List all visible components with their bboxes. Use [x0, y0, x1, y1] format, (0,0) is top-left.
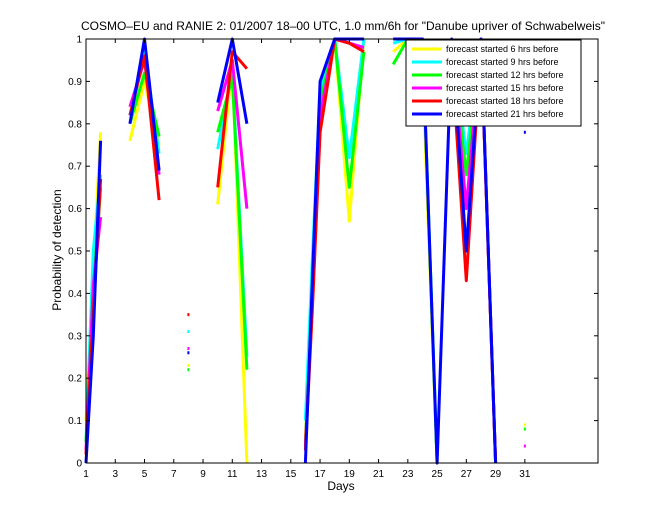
x-tick-label: 31 [519, 469, 531, 480]
y-tick-label: 0.1 [68, 416, 82, 427]
y-axis-label: Probability of detection [50, 189, 64, 310]
x-tick-label: 27 [461, 469, 473, 480]
legend: forecast started 6 hrs before forecast st… [405, 39, 582, 127]
x-tick-label: 17 [314, 469, 326, 480]
x-tick-label: 25 [432, 469, 444, 480]
legend-label: forecast started 21 hrs before [446, 109, 564, 119]
x-tick-label: 9 [200, 469, 206, 480]
x-axis-label: Days [327, 479, 354, 493]
legend-label: forecast started 6 hrs before [446, 44, 559, 54]
x-tick-label: 15 [285, 469, 297, 480]
legend-label: forecast started 9 hrs before [446, 57, 559, 67]
x-tick-label: 3 [112, 469, 118, 480]
y-axis: 0 0.1 0.2 0.3 0.4 0.5 0.6 0.7 0.8 0.9 1 [68, 35, 598, 470]
y-tick-label: 0.7 [68, 162, 82, 173]
y-tick-label: 0.8 [68, 119, 82, 130]
y-tick-label: 0 [76, 459, 82, 470]
y-tick-label: 0.5 [68, 247, 82, 258]
chart-title: COSMO–EU and RANIE 2: 01/2007 18–00 UTC,… [81, 19, 605, 33]
legend-label: forecast started 18 hrs before [446, 96, 564, 106]
y-tick-label: 0.6 [68, 204, 82, 215]
x-tick-label: 13 [256, 469, 268, 480]
y-tick-label: 0.9 [68, 77, 82, 88]
legend-box [405, 39, 582, 127]
y-tick-label: 0.2 [68, 374, 82, 385]
x-tick-label: 21 [373, 469, 385, 480]
x-tick-label: 11 [227, 469, 238, 480]
x-tick-label: 19 [344, 469, 356, 480]
series-5-line [216, 50, 249, 188]
x-tick-label: 29 [490, 469, 502, 480]
legend-label: forecast started 12 hrs before [446, 70, 564, 80]
x-tick-label: 7 [171, 469, 177, 480]
y-tick-label: 1 [76, 35, 82, 46]
series-3-line [216, 75, 249, 370]
x-tick-label: 23 [402, 469, 414, 480]
x-tick-label: 5 [142, 469, 148, 480]
y-tick-label: 0.4 [68, 289, 82, 300]
x-axis: 1 3 5 7 9 11 13 15 17 19 21 23 25 27 29 31 [83, 39, 531, 480]
legend-label: forecast started 15 hrs before [446, 83, 564, 93]
x-tick-label: 1 [83, 469, 89, 480]
legend-items: forecast started 6 hrs before forecast st… [412, 44, 564, 119]
y-tick-label: 0.3 [68, 331, 82, 342]
